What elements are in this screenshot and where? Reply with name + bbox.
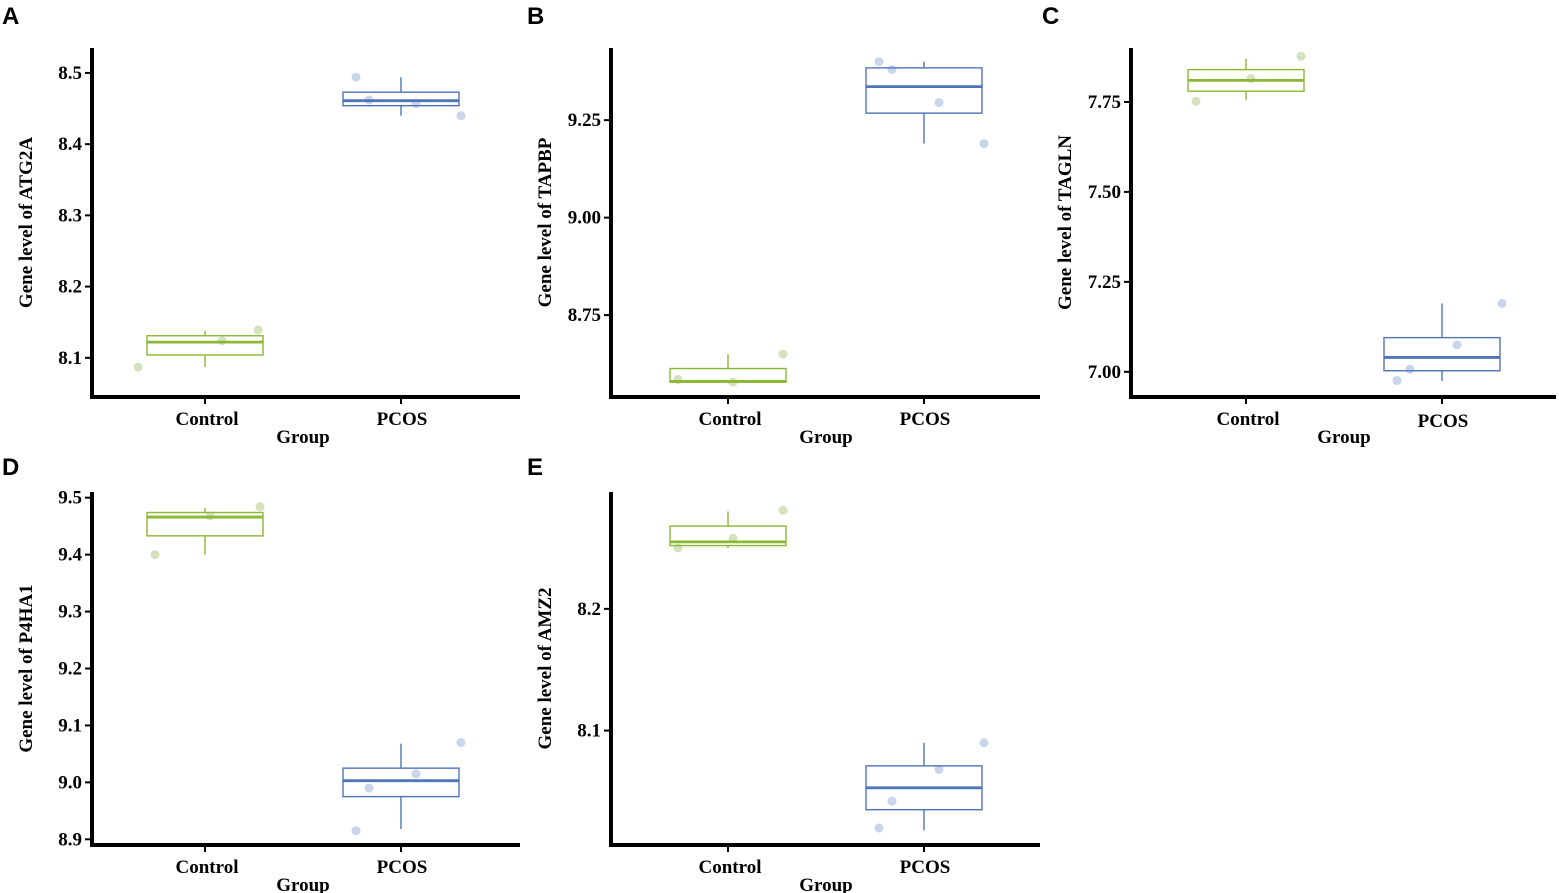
box-control [146,511,264,537]
data-point [133,362,143,372]
y-tick-label: 7.75 [1088,92,1121,113]
x-tick-label: Control [176,409,239,430]
box-pcos [342,767,460,798]
y-tick-label: 7.50 [1088,182,1121,203]
y-tick-label: 9.3 [58,602,82,623]
panel-d: D 8.9 9.0 9.1 9.2 9.3 9.4 9.5 Control PCOS Group Ge… [2,454,520,893]
data-point [979,738,989,748]
data-point [934,765,944,775]
y-axis-title: Gene level of TAPBP [535,137,556,307]
x-axis-title: Group [799,427,853,448]
panel-c: C 7.00 7.25 7.50 7.75 Control PCOS Group Gene le… [1042,3,1556,448]
x-axis-title: Group [276,427,330,448]
data-point [673,543,683,553]
panel-letter: C [1042,3,1059,30]
y-tick-label: 7.00 [1088,362,1121,383]
box-pcos [342,91,460,107]
y-tick-label: 8.75 [568,305,601,326]
y-tick-label: 8.4 [58,134,82,155]
y-tick-label: 7.25 [1088,272,1121,293]
data-point [456,111,466,121]
data-point [1296,51,1306,61]
y-tick-label: 8.2 [58,277,82,298]
x-tick-label: Control [1217,409,1280,430]
y-tick-label: 8.2 [577,599,601,620]
panel-letter: B [527,3,544,30]
x-tick-label: PCOS [1418,411,1469,432]
panel-letter: A [2,3,19,30]
data-point [728,533,738,543]
data-point [411,769,421,779]
data-point [217,336,227,346]
x-tick-label: PCOS [377,409,428,430]
data-point [351,72,361,82]
data-point [1392,375,1402,385]
x-tick-label: Control [176,857,239,878]
y-tick-label: 8.3 [58,205,82,226]
y-tick-label: 9.1 [58,715,82,736]
data-point [778,349,788,359]
y-tick-label: 9.0 [58,772,82,793]
box-pcos [1383,336,1501,372]
x-axis-title: Group [276,875,330,893]
y-tick-label: 8.9 [58,829,82,850]
data-point [253,325,263,335]
y-tick-label: 9.00 [568,208,601,229]
data-point [887,64,897,74]
x-tick-label: PCOS [900,409,951,430]
y-tick-label: 8.1 [58,348,82,369]
y-axis-title: Gene level of AMZ2 [535,588,556,750]
x-tick-label: Control [699,409,762,430]
y-tick-label: 9.2 [58,659,82,680]
data-point [979,139,989,149]
x-tick-label: PCOS [377,857,428,878]
data-point [150,550,160,560]
data-point [456,738,466,748]
panel-e: E 8.1 8.2 Control PCOS Group Gene level of AMZ… [527,454,1040,893]
y-tick-label: 9.25 [568,110,601,131]
box-control [669,525,787,547]
panel-a: A 8.1 8.2 8.3 8.4 8.5 Control PCOS Group Gene lev… [2,3,520,448]
data-point [364,783,374,793]
y-tick-label: 8.1 [577,721,601,742]
y-axis-title: Gene level of ATG2A [16,137,37,308]
y-axis-title: Gene level of P4HA1 [16,584,37,752]
data-point [887,796,897,806]
data-point [1191,96,1201,106]
x-tick-label: PCOS [900,857,951,878]
panel-letter: D [2,454,19,481]
x-axis-title: Group [1317,427,1371,448]
data-point [1497,298,1507,308]
panel-b: B 8.75 9.00 9.25 Control PCOS Group Gene level … [527,3,1040,448]
y-axis-title: Gene level of TAGLN [1055,135,1076,310]
data-point [1405,364,1415,374]
box-pcos [865,67,983,114]
data-point [874,57,884,67]
x-tick-label: Control [699,857,762,878]
x-axis-title: Group [799,875,853,893]
data-point [351,826,361,836]
data-point [874,823,884,833]
y-tick-label: 9.4 [58,545,82,566]
y-tick-label: 9.5 [58,488,82,509]
panel-letter: E [527,454,543,481]
data-point [1452,340,1462,350]
y-tick-label: 8.5 [58,63,82,84]
data-point [778,505,788,515]
box-control [146,335,264,356]
data-point [255,502,265,512]
data-point [934,98,944,108]
